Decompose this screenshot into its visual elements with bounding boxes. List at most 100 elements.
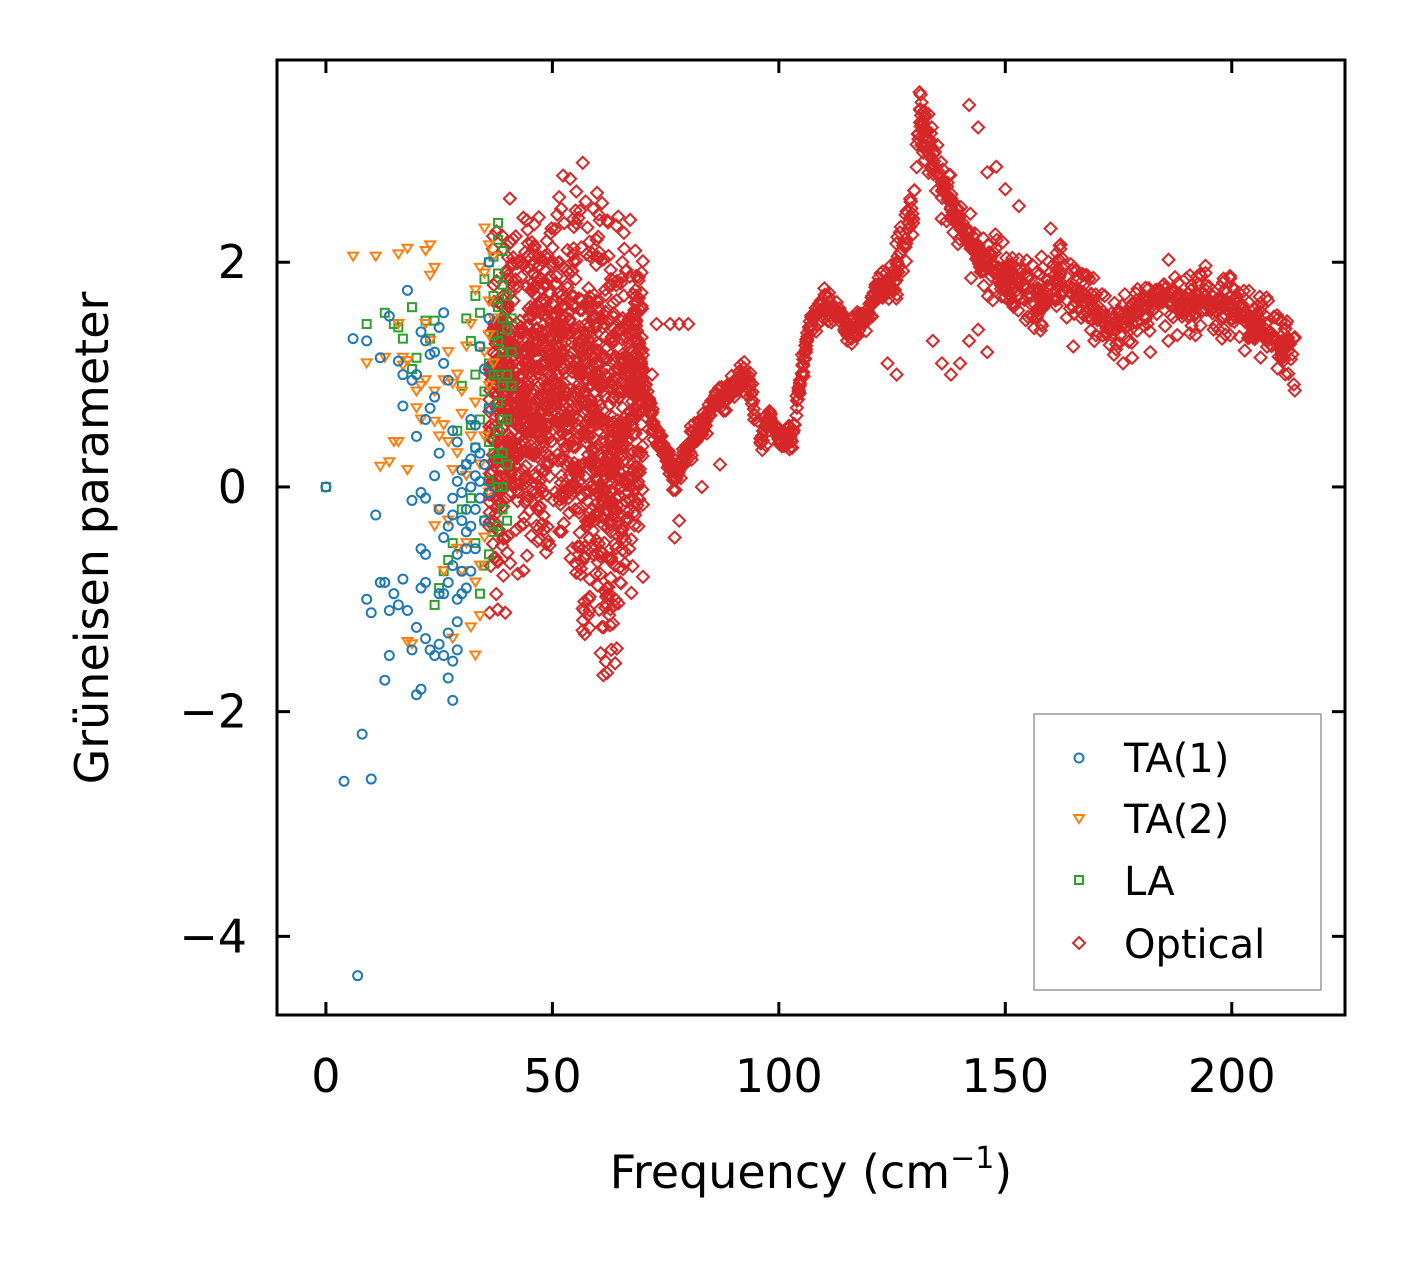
data-point-optical bbox=[1253, 350, 1268, 365]
data-point-optical bbox=[916, 139, 932, 154]
data-point-optical bbox=[575, 155, 591, 171]
data-point-optical bbox=[569, 460, 585, 476]
data-point-optical bbox=[1031, 301, 1047, 317]
data-point-optical bbox=[729, 383, 745, 399]
data-point-optical bbox=[634, 427, 650, 443]
data-point-optical bbox=[614, 522, 630, 538]
data-point-optical bbox=[599, 665, 615, 681]
data-point-optical bbox=[499, 262, 515, 278]
data-point-optical bbox=[614, 351, 630, 367]
data-point-optical bbox=[1064, 280, 1080, 296]
data-point-optical bbox=[880, 355, 895, 371]
data-point-ta2 bbox=[454, 386, 469, 398]
data-point-ta2 bbox=[473, 262, 487, 274]
data-point-optical bbox=[519, 418, 534, 434]
data-point-optical bbox=[1222, 288, 1238, 304]
data-point-optical bbox=[699, 426, 715, 441]
data-point-optical bbox=[798, 344, 814, 360]
data-point-ta2 bbox=[373, 461, 388, 473]
data-point-optical bbox=[482, 504, 498, 520]
data-point-optical bbox=[541, 468, 557, 484]
data-point-ta2 bbox=[368, 251, 383, 263]
data-point-optical bbox=[1034, 249, 1049, 265]
data-point-optical bbox=[622, 212, 638, 228]
data-point-optical bbox=[540, 457, 556, 472]
data-point-optical bbox=[635, 569, 651, 585]
data-point-optical bbox=[1117, 315, 1133, 331]
data-point-optical bbox=[522, 503, 538, 519]
data-point-optical bbox=[553, 201, 569, 217]
data-point-ta1 bbox=[456, 515, 468, 527]
data-point-optical bbox=[1077, 287, 1093, 303]
data-point-optical bbox=[607, 655, 623, 671]
data-point-optical bbox=[589, 185, 605, 201]
data-point-optical bbox=[568, 565, 584, 581]
data-point-optical bbox=[821, 294, 837, 309]
data-point-optical bbox=[571, 501, 587, 517]
data-point-optical bbox=[1001, 287, 1017, 303]
data-point-optical bbox=[628, 406, 644, 422]
data-point-ta2 bbox=[482, 330, 496, 342]
data-point-optical bbox=[578, 194, 594, 209]
data-point-optical bbox=[592, 357, 608, 373]
data-point-optical bbox=[582, 234, 597, 250]
data-point-la bbox=[393, 322, 404, 333]
data-point-la bbox=[470, 290, 481, 301]
data-point-ta1 bbox=[424, 402, 436, 414]
data-point-ta2 bbox=[427, 416, 442, 428]
data-point-optical bbox=[532, 250, 548, 265]
data-point-optical bbox=[590, 229, 606, 245]
data-point-optical bbox=[994, 289, 1010, 304]
data-point-optical bbox=[1192, 266, 1208, 282]
data-point-optical bbox=[575, 623, 590, 638]
data-point-ta1 bbox=[356, 728, 368, 740]
data-point-ta1 bbox=[447, 655, 459, 667]
data-point-optical bbox=[1164, 283, 1180, 299]
data-point-optical bbox=[817, 304, 832, 320]
data-point-optical bbox=[628, 316, 643, 332]
data-point-optical bbox=[1142, 323, 1157, 339]
data-point-la bbox=[506, 347, 517, 358]
data-point-optical bbox=[627, 302, 642, 318]
data-point-ta1 bbox=[442, 672, 454, 684]
data-point-optical bbox=[519, 548, 535, 564]
data-point-optical bbox=[510, 566, 526, 582]
data-point-optical bbox=[1270, 361, 1285, 376]
data-point-optical bbox=[1214, 331, 1230, 347]
data-point-ta1 bbox=[397, 573, 409, 585]
data-point-optical bbox=[550, 375, 566, 391]
data-point-ta2 bbox=[482, 296, 496, 308]
data-point-optical bbox=[915, 115, 930, 131]
data-point-optical bbox=[868, 277, 884, 293]
data-point-optical bbox=[640, 384, 655, 399]
data-point-ta2 bbox=[423, 270, 437, 282]
data-point-optical bbox=[586, 201, 601, 217]
data-point-optical bbox=[482, 383, 498, 399]
data-point-ta1 bbox=[447, 509, 459, 521]
data-point-optical bbox=[722, 385, 738, 401]
data-point-optical bbox=[513, 428, 529, 444]
data-point-optical bbox=[1198, 258, 1213, 274]
data-point-optical bbox=[547, 352, 563, 368]
data-point-la bbox=[497, 313, 508, 324]
data-point-optical bbox=[525, 275, 540, 291]
data-point-optical bbox=[915, 120, 931, 136]
data-point-ta1 bbox=[474, 475, 486, 487]
data-point-la bbox=[502, 290, 513, 301]
data-point-ta2 bbox=[414, 380, 428, 392]
data-point-optical bbox=[687, 431, 703, 447]
data-point-optical bbox=[501, 459, 517, 475]
data-point-optical bbox=[844, 336, 860, 351]
data-point-optical bbox=[523, 446, 539, 462]
data-point-ta2 bbox=[468, 650, 483, 662]
data-point-optical bbox=[627, 409, 643, 425]
data-point-optical bbox=[1130, 315, 1146, 331]
data-point-ta1 bbox=[469, 543, 481, 555]
data-point-ta1 bbox=[483, 402, 495, 414]
data-point-ta2 bbox=[468, 285, 483, 297]
data-point-optical bbox=[556, 215, 572, 231]
data-point-optical bbox=[1002, 293, 1018, 309]
legend-entry-ta1: TA(1) bbox=[1073, 736, 1229, 782]
y-tick-label: 2 bbox=[218, 235, 247, 289]
data-point-optical bbox=[790, 392, 806, 407]
